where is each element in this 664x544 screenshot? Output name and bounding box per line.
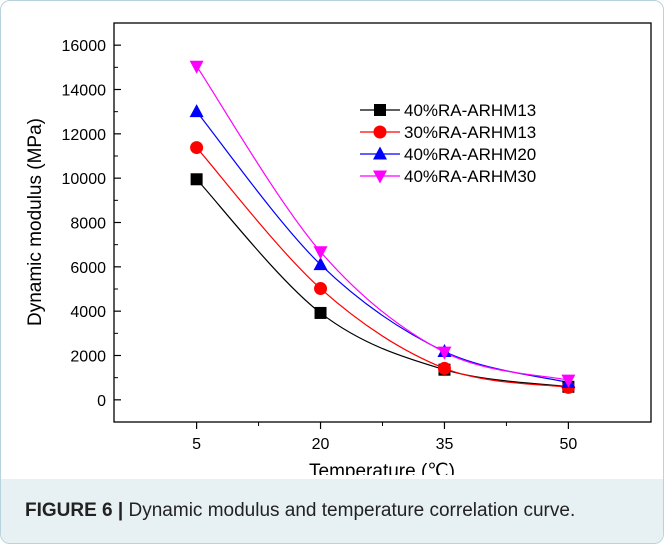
data-point-series-3: [313, 257, 328, 271]
x-tick-label: 20: [312, 436, 330, 453]
figure-caption: FIGURE 6 | Dynamic modulus and temperatu…: [25, 500, 575, 522]
legend-label-3: 40%RA-ARHM20: [404, 145, 536, 164]
data-point-series-1: [190, 173, 203, 186]
x-tick-label: 50: [559, 436, 577, 453]
data-point-series-3: [189, 104, 204, 118]
y-tick-label: 14000: [62, 83, 107, 100]
y-tick-label: 2000: [70, 349, 106, 366]
legend-label-4: 40%RA-ARHM30: [404, 167, 536, 186]
figure-caption-text: Dynamic modulus and temperature correlat…: [128, 500, 576, 521]
series-curve-4: [196, 65, 569, 381]
y-tick-label: 6000: [70, 260, 106, 277]
data-point-series-4: [189, 60, 204, 74]
legend-marker-1: [374, 104, 386, 116]
y-tick-label: 12000: [62, 127, 107, 144]
plot-frame: [113, 22, 652, 423]
figure-label: FIGURE 6 |: [25, 500, 124, 521]
caption-bar: FIGURE 6 | Dynamic modulus and temperatu…: [1, 479, 663, 543]
x-tick-label: 5: [192, 436, 201, 453]
legend-label-2: 30%RA-ARHM13: [404, 123, 536, 142]
legend-marker-3: [373, 146, 387, 160]
legend-label-1: 40%RA-ARHM13: [404, 101, 536, 120]
series-curve-2: [196, 147, 569, 389]
data-point-series-4: [313, 246, 328, 260]
y-tick-label: 4000: [70, 304, 106, 321]
x-tick-label: 35: [436, 436, 454, 453]
data-point-series-2: [437, 361, 451, 375]
dynamic-modulus-chart: 0 2000 4000 6000 8000 10000 12000 14000 16000 5 20…: [25, 22, 652, 475]
data-point-series-4: [437, 346, 452, 360]
y-axis-label: Dynamic modulus (MPa): [25, 118, 46, 326]
data-point-series-4: [561, 374, 576, 388]
y-tick-label: 0: [97, 393, 106, 410]
data-point-series-2: [190, 141, 204, 155]
series-curve-1: [196, 178, 569, 388]
y-tick-label: 8000: [70, 216, 106, 233]
data-point-series-2: [314, 282, 328, 296]
x-axis-label: Temperature (℃): [309, 461, 455, 475]
data-point-series-1: [314, 306, 327, 319]
legend-marker-2: [373, 125, 387, 139]
y-tick-label: 10000: [62, 171, 107, 188]
legend-marker-4: [373, 170, 387, 184]
y-tick-label: 16000: [62, 38, 107, 55]
